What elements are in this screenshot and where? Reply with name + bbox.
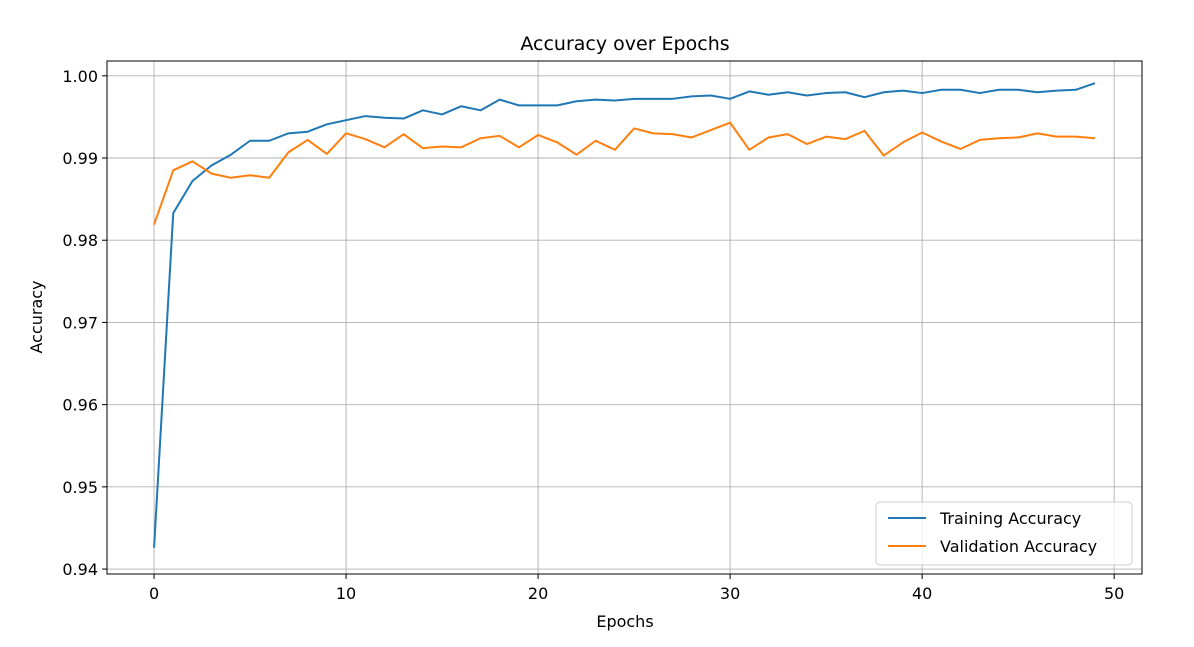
x-tick-label: 0 — [149, 584, 159, 603]
legend-label: Training Accuracy — [939, 509, 1081, 528]
legend-box — [875, 501, 1133, 566]
y-tick-label: 1.00 — [62, 67, 98, 86]
legend: Training Accuracy Validation Accuracy — [875, 501, 1133, 566]
x-axis-label: Epochs — [596, 612, 653, 631]
x-tick-label: 40 — [912, 584, 932, 603]
y-tick-label: 0.94 — [62, 560, 98, 579]
plot-area-frame — [106, 60, 1143, 575]
x-tick-label: 50 — [1104, 584, 1124, 603]
y-axis-label: Accuracy — [27, 280, 46, 353]
series-line-validation — [153, 121, 1096, 225]
y-tick-label: 0.95 — [62, 478, 98, 497]
chart-title: Accuracy over Epochs — [520, 33, 729, 55]
series-lines — [153, 82, 1096, 548]
y-tick-label: 0.98 — [62, 231, 98, 250]
y-tick-label: 0.97 — [62, 313, 98, 332]
legend-label: Validation Accuracy — [940, 537, 1097, 556]
x-tick-label: 30 — [720, 584, 740, 603]
x-tick-label: 20 — [528, 584, 548, 603]
y-tick-label: 0.99 — [62, 149, 98, 168]
series-line-training — [153, 82, 1096, 548]
axis-ticks: 0.94 0.95 0.96 0.97 0.98 0.99 1.00 0 10 20 30 40 50 — [62, 67, 1124, 603]
grid — [107, 61, 1142, 574]
x-tick-label: 10 — [336, 584, 356, 603]
y-tick-label: 0.96 — [62, 396, 98, 415]
